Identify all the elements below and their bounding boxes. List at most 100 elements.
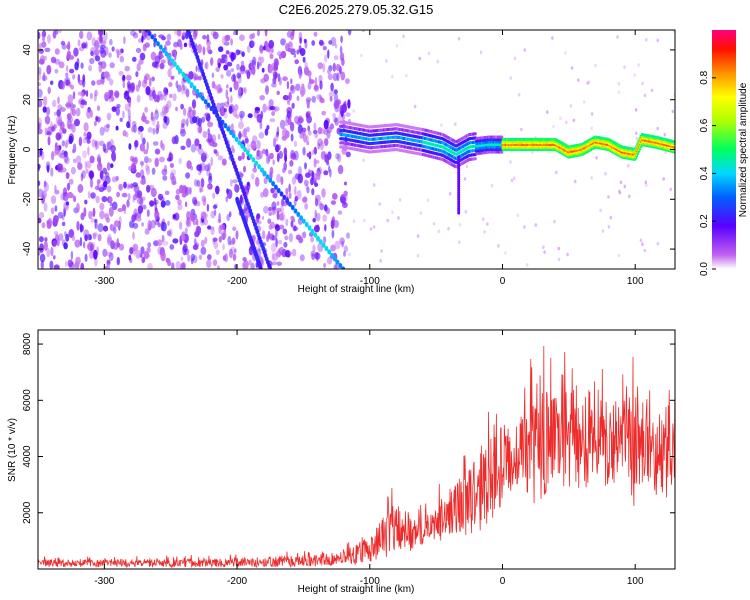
noise-blob — [284, 235, 289, 241]
noise-blob — [181, 233, 186, 241]
noise-blob — [207, 121, 214, 128]
faint-noise-blob — [465, 164, 469, 169]
noise-blob — [316, 94, 322, 100]
noise-blob — [276, 173, 282, 183]
noise-blob — [317, 62, 324, 70]
noise-blob — [85, 168, 89, 174]
noise-blob — [228, 211, 232, 218]
noise-blob — [207, 133, 213, 143]
noise-blob — [319, 80, 323, 90]
faint-noise-blob — [617, 90, 621, 95]
noise-blob — [123, 205, 127, 215]
faint-noise-blob — [427, 51, 431, 56]
faint-noise-blob — [352, 219, 356, 223]
noise-blob — [324, 54, 328, 63]
noise-blob — [311, 40, 316, 46]
streak-point — [203, 99, 208, 105]
noise-blob — [182, 245, 187, 256]
noise-blob — [238, 121, 244, 129]
noise-blob — [317, 127, 323, 135]
noise-blob — [54, 68, 59, 74]
noise-blob — [71, 108, 77, 117]
noise-blob — [287, 117, 292, 126]
noise-blob — [345, 112, 351, 117]
noise-blob — [276, 210, 280, 221]
noise-blob — [95, 195, 100, 204]
noise-blob — [333, 264, 340, 269]
noise-blob — [244, 138, 249, 144]
noise-blob — [123, 36, 126, 45]
noise-blob — [293, 53, 297, 58]
noise-blob — [277, 144, 281, 151]
noise-blob — [218, 87, 223, 93]
signal-point — [500, 135, 504, 139]
noise-blob — [111, 94, 114, 103]
noise-blob — [88, 170, 94, 179]
noise-blob — [54, 205, 58, 212]
noise-blob — [262, 103, 267, 113]
noise-blob — [44, 127, 48, 136]
streak-point — [310, 228, 315, 234]
noise-blob — [311, 170, 315, 181]
noise-blob — [293, 225, 297, 231]
noise-blob — [195, 65, 198, 72]
streak-point — [153, 37, 158, 43]
noise-blob — [200, 152, 207, 163]
noise-blob — [225, 89, 229, 99]
noise-blob — [66, 182, 71, 191]
noise-blob — [135, 249, 142, 259]
noise-blob — [284, 153, 288, 163]
noise-blob — [90, 217, 95, 223]
noise-blob — [223, 108, 227, 113]
noise-blob — [109, 38, 113, 46]
noise-blob — [41, 195, 45, 204]
noise-blob — [79, 236, 83, 247]
streak-point — [243, 146, 247, 153]
noise-blob — [224, 253, 228, 263]
streak-point — [259, 266, 263, 269]
noise-blob — [157, 193, 164, 201]
noise-blob — [53, 264, 60, 269]
noise-blob — [221, 36, 227, 46]
noise-blob — [213, 209, 217, 216]
noise-blob — [316, 170, 321, 181]
snr-y-axis-label: SNR (10 * v/v) — [7, 418, 18, 482]
noise-blob — [112, 242, 119, 250]
noise-blob — [187, 254, 191, 262]
noise-blob — [332, 62, 336, 72]
noise-blob — [169, 93, 173, 99]
streak-point — [158, 44, 163, 50]
snr-x-axis-label: Height of straight line (km) — [298, 584, 415, 595]
faint-noise-blob — [634, 108, 638, 112]
noise-blob — [80, 262, 85, 269]
noise-blob — [337, 164, 344, 175]
streak-point — [150, 34, 155, 40]
noise-blob — [64, 260, 68, 267]
noise-blob — [132, 246, 136, 256]
noise-blob — [58, 115, 62, 122]
noise-blob — [77, 184, 84, 193]
noise-blob — [206, 203, 210, 212]
noise-blob — [146, 247, 151, 253]
noise-blob — [334, 240, 341, 250]
noise-blob — [250, 40, 256, 48]
noise-blob — [197, 125, 202, 134]
noise-blob — [247, 113, 253, 119]
noise-blob — [340, 35, 343, 44]
noise-blob — [232, 226, 237, 232]
faint-noise-blob — [557, 246, 561, 251]
faint-noise-blob — [587, 80, 591, 84]
noise-blob — [340, 57, 345, 66]
faint-noise-blob — [607, 225, 611, 229]
noise-blob — [299, 48, 306, 56]
noise-blob — [90, 243, 94, 251]
noise-blob — [90, 47, 96, 55]
noise-blob — [178, 157, 182, 165]
y-tick-label: -40 — [22, 241, 33, 256]
noise-blob — [72, 158, 77, 164]
noise-blob — [87, 190, 91, 199]
noise-blob — [139, 143, 146, 152]
faint-noise-blob — [531, 150, 534, 155]
noise-blob — [130, 82, 135, 92]
noise-blob — [313, 122, 317, 132]
